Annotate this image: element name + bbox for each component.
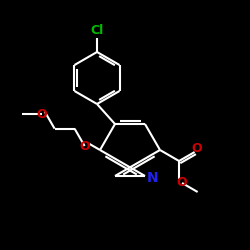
Text: N: N: [147, 171, 159, 185]
Text: O: O: [191, 142, 202, 156]
Text: O: O: [79, 140, 90, 152]
Text: O: O: [36, 108, 47, 121]
Text: Cl: Cl: [90, 24, 104, 38]
Text: O: O: [177, 176, 187, 190]
